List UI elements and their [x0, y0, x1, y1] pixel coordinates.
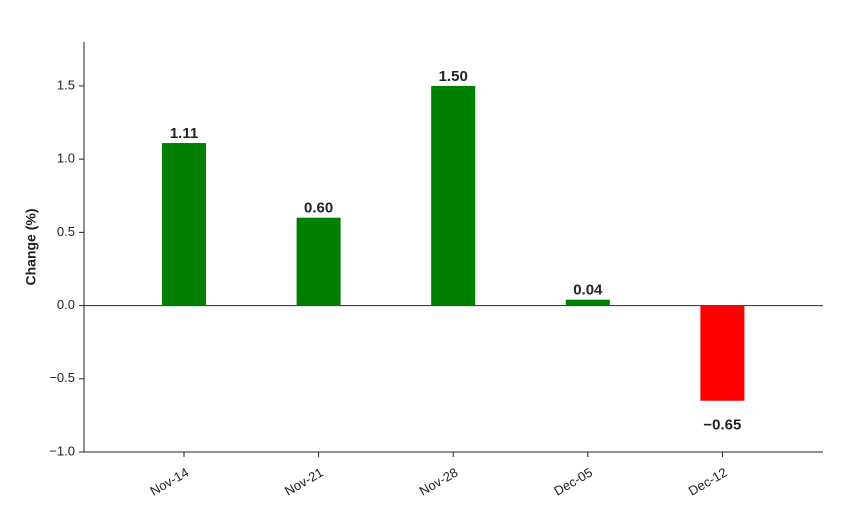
x-tick-label: Dec-12: [686, 465, 730, 499]
y-tick-label: −0.5: [49, 370, 75, 385]
value-label: −0.65: [703, 417, 741, 434]
value-label: 1.11: [170, 125, 198, 142]
y-axis-label: Change (%): [23, 209, 39, 286]
bar: [296, 217, 341, 306]
bar: [431, 85, 476, 306]
x-tick-label: Nov-21: [282, 465, 326, 499]
y-tick-label: 1.0: [57, 151, 75, 166]
bar: [700, 305, 745, 401]
y-tick-label: 0.5: [57, 224, 75, 239]
y-tick-label: 1.5: [57, 77, 75, 92]
bar: [565, 299, 610, 306]
y-tick-label: 0.0: [57, 297, 75, 312]
x-tick-label: Nov-14: [147, 465, 191, 499]
y-tick-label: −1.0: [49, 443, 75, 458]
bar: [162, 143, 206, 306]
value-label: 1.50: [439, 68, 468, 85]
x-tick-label: Dec-05: [551, 465, 595, 499]
value-label: 0.60: [304, 200, 333, 217]
value-label: 0.04: [573, 282, 603, 299]
x-tick-label: Nov-28: [417, 465, 461, 499]
